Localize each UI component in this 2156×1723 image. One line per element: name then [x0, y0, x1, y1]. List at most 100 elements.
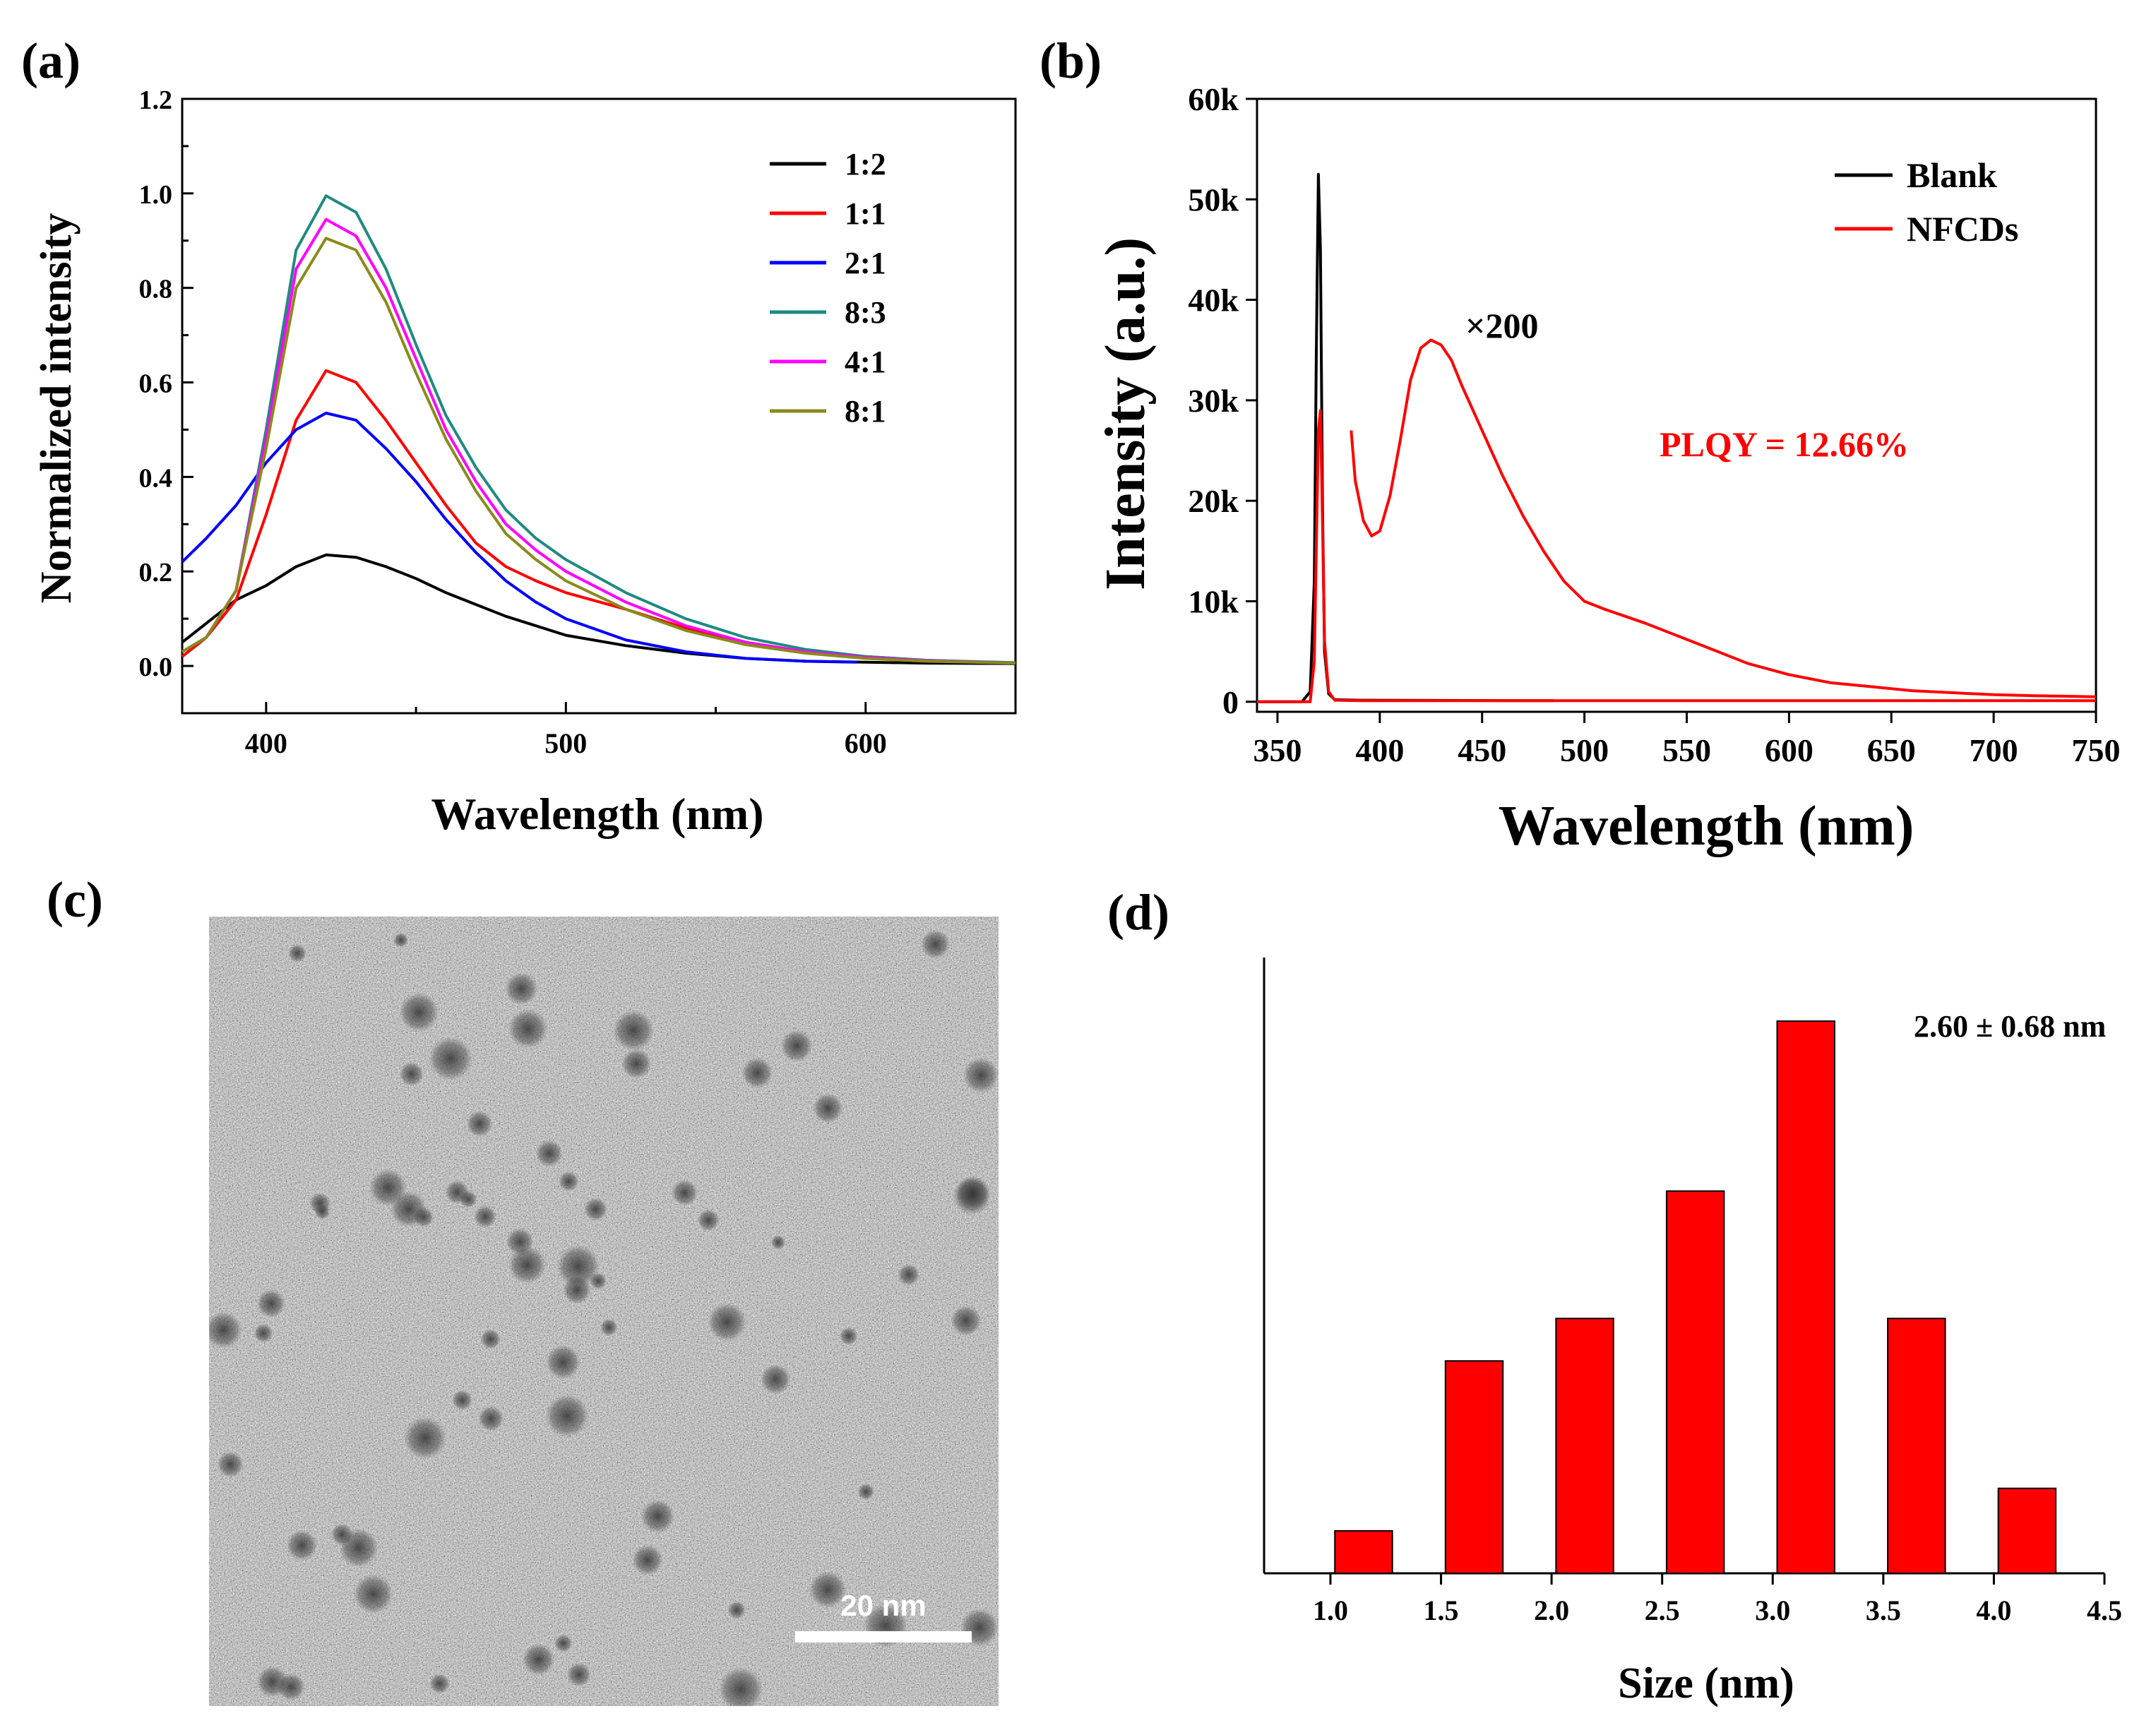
tem-nanoparticle: [708, 1303, 746, 1342]
chart-d-size-histogram: 1.0 1.5 2.0 2.5 3.0 3.5 4.0 4.5 2.60 ± 0.68 nm …: [1263, 958, 2122, 1707]
tem-nanoparticle: [403, 1417, 447, 1460]
tem-nanoparticle: [621, 1049, 652, 1079]
chart-a-legend-label: 1:2: [845, 147, 886, 181]
tem-nanoparticle: [671, 1179, 698, 1206]
tem-nanoparticle: [505, 972, 538, 1006]
tem-nanoparticle: [474, 1205, 496, 1228]
chart-b-ytick-label: 40k: [1188, 282, 1239, 318]
tem-nanoparticles: [209, 929, 999, 1706]
tem-nanoparticle: [288, 944, 307, 962]
tem-nanoparticle: [508, 1246, 546, 1284]
chart-a-series-4-1: [181, 217, 1016, 665]
chart-a-legend-label: 1:1: [845, 196, 886, 231]
tem-nanoparticle: [209, 1311, 242, 1349]
tem-nanoparticle: [566, 1662, 591, 1687]
chart-b-xtick-label: 500: [1560, 732, 1609, 768]
chart-a-series-2-1: [181, 412, 857, 664]
panel-label-c: (c): [47, 871, 103, 928]
chart-d-xlabel: Size (nm): [1618, 1659, 1794, 1707]
chart-b-annotation-multiplier: ×200: [1465, 306, 1539, 345]
tem-nanoparticle: [353, 1574, 393, 1614]
tem-nanoparticle: [522, 1643, 555, 1676]
chart-a-ytick-label: 0.4: [139, 463, 173, 493]
tem-micrograph: 20 nm: [209, 917, 999, 1706]
chart-a-legend-label: 4:1: [845, 345, 886, 379]
chart-b-ytick-label: 60k: [1188, 81, 1239, 117]
tem-nanoparticle: [314, 1204, 330, 1220]
chart-b-series-2: [1350, 338, 2097, 698]
chart-b-annotation-plqy: PLQY = 12.66%: [1660, 424, 1909, 464]
chart-b-ytick-label: 10k: [1188, 583, 1239, 619]
chart-a-legend: 1:2 1:1 2:1 8:3 4:1 8:1: [770, 147, 886, 429]
tem-nanoparticle: [399, 992, 439, 1032]
tem-nanoparticle: [951, 1305, 982, 1336]
chart-b-series-1: [1257, 409, 2096, 703]
chart-a-ytick-label: 0.0: [139, 652, 173, 682]
tem-nanoparticle: [399, 1061, 424, 1087]
tem-nanoparticle: [480, 1329, 501, 1349]
chart-b-ytick-label: 50k: [1188, 181, 1239, 217]
chart-a-ytick-label: 0.6: [139, 369, 173, 399]
tem-nanoparticle: [770, 1235, 786, 1250]
chart-b-xtick-label: 350: [1253, 732, 1302, 768]
tem-nanoparticle: [760, 1364, 791, 1395]
chart-a-xtick-label: 600: [845, 727, 887, 759]
tem-nanoparticle: [727, 1601, 746, 1619]
tem-nanoparticle: [718, 1667, 763, 1706]
chart-b-legend: Blank NFCDs: [1835, 155, 2018, 249]
chart-a-ytick-label: 0.8: [139, 275, 173, 304]
tem-nanoparticle: [535, 1140, 563, 1167]
chart-d-xtick-label: 1.5: [1424, 1594, 1459, 1626]
tem-nanoparticle: [556, 1244, 600, 1288]
chart-d-xtick-label: 2.5: [1645, 1594, 1680, 1626]
scale-bar: [795, 1631, 972, 1642]
tem-nanoparticle: [641, 1499, 675, 1533]
chart-a-series-1-2: [181, 553, 1016, 665]
panel-label-a: (a): [21, 32, 81, 89]
chart-a-series-8-3: [181, 194, 1016, 664]
chart-b-ytick-label: 0: [1222, 684, 1239, 720]
chart-a-ytick-label: 1.0: [139, 180, 173, 210]
chart-a-ylabel: Normalized intensity: [32, 213, 81, 604]
panel-label-b: (b): [1040, 32, 1102, 89]
chart-d-xtick-label: 3.5: [1866, 1594, 1901, 1626]
chart-a-xlabel: Wavelength (nm): [431, 789, 763, 839]
chart-a-legend-label: 8:1: [845, 394, 886, 429]
chart-a-frame: [181, 97, 1017, 715]
chart-b-xtick-label: 600: [1765, 732, 1813, 768]
chart-b-plot-area: 350 400 450 500 550 600 650 700 750 0 10k 20k 30k 40k…: [1188, 81, 2120, 768]
chart-a-normalized-intensity: 400 500 600 0.0 0.2 0.4 0.6 0.8 1.0 1.2 1:2 1:1 2:1…: [32, 85, 1017, 839]
tem-nanoparticle: [459, 1190, 477, 1208]
tem-nanoparticle: [600, 1318, 618, 1337]
chart-a-series-8-1: [181, 237, 1016, 665]
chart-a-legend-label: 2:1: [845, 246, 886, 280]
tem-nanoparticle: [506, 1227, 534, 1256]
chart-a-xtick-label: 500: [544, 727, 587, 759]
tem-nanoparticle: [921, 929, 951, 959]
chart-b-legend-label: Blank: [1907, 155, 1997, 195]
tem-nanoparticle: [955, 1176, 990, 1210]
chart-d-bar: [1776, 1020, 1835, 1574]
tem-nanoparticle: [963, 1057, 999, 1093]
chart-b-series-0: [1257, 172, 1554, 703]
chart-d-bar: [1997, 1487, 2057, 1574]
chart-b-intensity-spectrum: 350 400 450 500 550 600 650 700 750 0 10k 20k 30k 40k…: [1095, 81, 2121, 857]
chart-a-series-1-1: [181, 369, 1016, 665]
tem-nanoparticle: [898, 1263, 920, 1286]
tem-nanoparticle: [466, 1110, 493, 1137]
chart-b-ylabel: Intensity (a.u.): [1095, 237, 1157, 590]
chart-d-bar: [1555, 1318, 1614, 1574]
tem-nanoparticle: [545, 1394, 589, 1438]
panel-label-d: (d): [1107, 884, 1169, 941]
chart-d-xtick-label: 1.0: [1313, 1594, 1348, 1626]
tem-nanoparticle: [813, 1093, 843, 1123]
chart-d-xtick-label: 2.0: [1534, 1594, 1569, 1626]
tem-nanoparticle: [277, 1673, 305, 1701]
tem-nanoparticle: [809, 1570, 847, 1609]
chart-d-bar: [1887, 1318, 1946, 1574]
tem-nanoparticle: [546, 1345, 580, 1380]
tem-nanoparticle: [583, 1198, 607, 1221]
tem-nanoparticle: [429, 1037, 473, 1081]
chart-d-xtick-label: 3.0: [1755, 1594, 1790, 1626]
tem-nanoparticle: [632, 1544, 663, 1575]
